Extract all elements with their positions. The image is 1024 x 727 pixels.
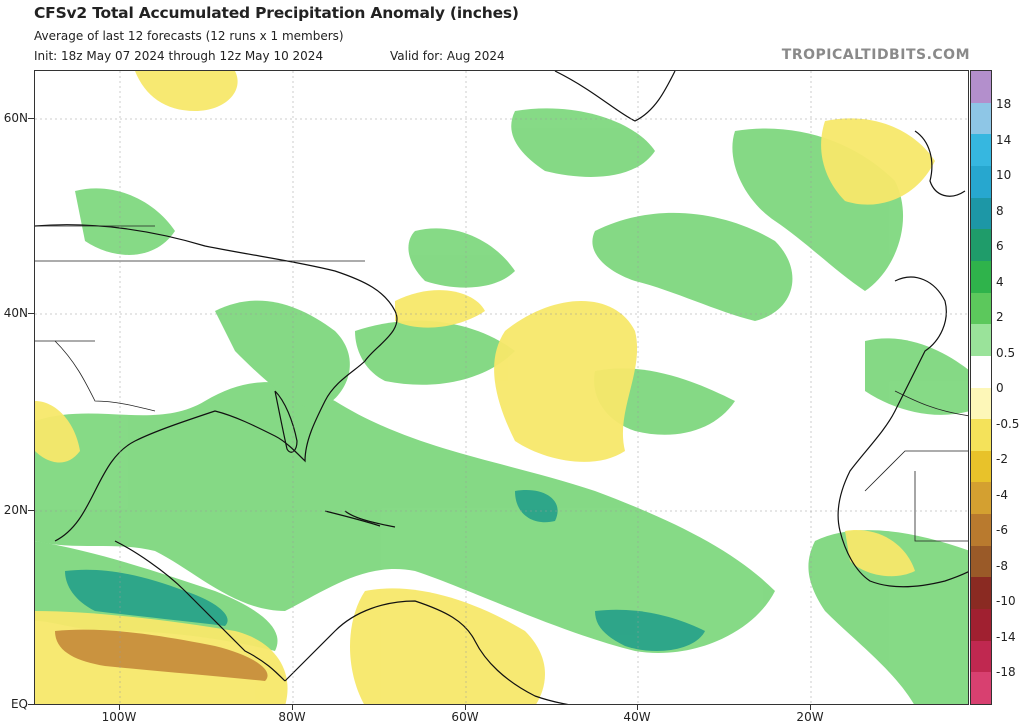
map-subtitle: Average of last 12 forecasts (12 runs x …	[34, 29, 344, 43]
lat-tick	[28, 704, 34, 705]
lon-tick	[119, 705, 120, 710]
lon-tick	[465, 705, 466, 710]
lat-tick	[28, 313, 34, 314]
colorbar-segment	[971, 640, 991, 673]
colorbar-segment	[971, 229, 991, 262]
colorbar-label: 0.5	[996, 345, 1016, 360]
strong-dry-core	[55, 629, 268, 681]
colorbar-label: -4	[996, 487, 1008, 502]
colorbar-segment	[971, 260, 991, 294]
colorbar-label: -6	[996, 523, 1008, 537]
colorbar-segment	[971, 292, 991, 325]
colorbar-segment	[971, 482, 991, 515]
colorbar-label: 14	[996, 132, 1012, 147]
lat-label-40n: 40N	[3, 306, 28, 320]
coastlines	[35, 71, 968, 704]
colorbar-label: 8	[996, 203, 1004, 218]
lat-label-eq: EQ	[10, 697, 28, 711]
colorbar-segment	[971, 609, 991, 642]
precip-anomaly-map	[34, 70, 969, 705]
colorbar-label: -18	[996, 665, 1016, 679]
lat-tick	[28, 118, 34, 119]
colorbar-segment	[971, 197, 991, 230]
lon-label-20w: 20W	[796, 710, 824, 724]
lat-label-60n: 60N	[3, 111, 28, 125]
colorbar-label: 2	[996, 310, 1004, 324]
graticule	[35, 71, 968, 704]
colorbar-label: -8	[996, 558, 1008, 573]
colorbar-segment	[971, 419, 991, 452]
lon-tick	[292, 705, 293, 710]
init-time: Init: 18z May 07 2024 through 12z May 10…	[34, 49, 324, 63]
strong-wet-cores	[65, 490, 705, 651]
colorbar	[970, 70, 992, 705]
colorbar-segment	[971, 165, 991, 199]
colorbar-segment	[971, 672, 991, 705]
lon-tick	[637, 705, 638, 710]
political-boundaries	[35, 225, 968, 542]
lat-tick	[28, 510, 34, 511]
colorbar-segment	[971, 355, 991, 388]
brand-watermark: TROPICALTIDBITS.COM	[781, 47, 970, 63]
colorbar-segment	[971, 134, 991, 167]
colorbar-label: 0	[996, 381, 1004, 395]
colorbar-label: -2	[996, 452, 1008, 466]
colorbar-label: -10	[996, 594, 1016, 608]
colorbar-label: 18	[996, 97, 1012, 111]
colorbar-segment	[971, 545, 991, 578]
colorbar-segment	[971, 102, 991, 135]
lon-label-80w: 80W	[278, 710, 306, 724]
colorbar-segment	[971, 387, 991, 420]
colorbar-segment	[971, 71, 991, 104]
wet-anomaly-regions	[35, 108, 968, 704]
lon-tick	[810, 705, 811, 710]
colorbar-segment	[971, 514, 991, 547]
colorbar-segment	[971, 450, 991, 483]
colorbar-label: 4	[996, 274, 1004, 289]
valid-time: Valid for: Aug 2024	[390, 49, 505, 63]
colorbar-label: 6	[996, 239, 1004, 253]
header: CFSv2 Total Accumulated Precipitation An…	[0, 0, 1024, 70]
lon-label-100w: 100W	[101, 710, 137, 724]
colorbar-label: -14	[996, 629, 1016, 644]
lon-label-60w: 60W	[451, 710, 479, 724]
lat-label-20n: 20N	[3, 503, 28, 517]
colorbar-label: 10	[996, 168, 1012, 182]
colorbar-segment	[971, 577, 991, 610]
map-title: CFSv2 Total Accumulated Precipitation An…	[34, 4, 519, 22]
colorbar-label: -0.5	[996, 416, 1020, 431]
lon-label-40w: 40W	[623, 710, 651, 724]
colorbar-segment	[971, 324, 991, 357]
